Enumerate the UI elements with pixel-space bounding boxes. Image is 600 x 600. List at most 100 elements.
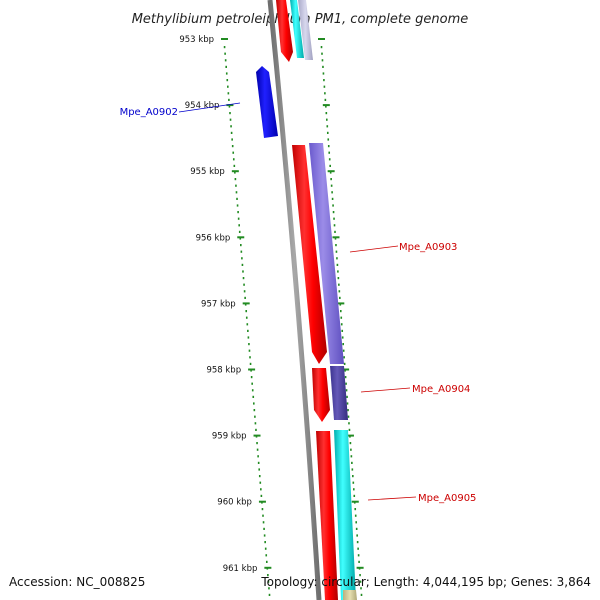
tick-dot xyxy=(355,521,358,524)
tick-dot xyxy=(359,574,361,577)
tick-dot xyxy=(265,554,268,557)
tick-dot xyxy=(322,72,325,75)
kbp-tick: 960 kbp xyxy=(217,498,359,508)
cds-mpe-a0903-product[interactable] xyxy=(309,143,344,364)
tick-dot xyxy=(243,290,246,293)
tick-dot xyxy=(357,554,360,557)
tick-dot xyxy=(322,65,324,68)
tick-dot xyxy=(226,79,229,82)
tick-dot xyxy=(229,118,232,121)
tick-dot xyxy=(242,270,244,273)
gene-label-a0903[interactable]: Mpe_A0903 xyxy=(399,242,457,253)
tick-dot xyxy=(236,204,239,207)
kbp-tick-label: 959 kbp xyxy=(212,432,247,442)
gene-label-group-a0905[interactable]: Mpe_A0905 xyxy=(367,493,476,504)
gene-label-a0905[interactable]: Mpe_A0905 xyxy=(418,493,476,504)
cds-mpe-a0903[interactable] xyxy=(292,145,327,364)
kbp-tick: 955 kbp xyxy=(190,167,335,177)
gene-label-group-a0902[interactable]: Mpe_A0902 xyxy=(120,102,241,118)
tick-dot xyxy=(334,237,337,240)
cds-mpe-a0902[interactable] xyxy=(256,66,278,138)
tick-dot xyxy=(258,468,261,471)
kbp-tick-label: 954 kbp xyxy=(185,101,220,111)
gene-label-a0902[interactable]: Mpe_A0902 xyxy=(120,107,178,118)
tick-dot xyxy=(333,224,336,227)
tick-dot xyxy=(345,389,348,392)
gene-label-group-a0903[interactable]: Mpe_A0903 xyxy=(349,242,457,253)
tick-dot xyxy=(256,442,258,445)
tick-dot xyxy=(240,250,243,253)
tick-dot xyxy=(263,534,266,537)
tick-dot xyxy=(356,534,358,537)
cds-feature-bottom-khaki xyxy=(343,590,357,600)
tick-dot xyxy=(228,105,231,108)
gene-label-group-a0904[interactable]: Mpe_A0904 xyxy=(360,384,470,395)
tick-dot xyxy=(227,92,230,95)
tick-dot xyxy=(239,237,242,240)
leader-line-a0902 xyxy=(178,102,241,113)
cds-mpe-a0905[interactable] xyxy=(316,431,338,600)
tick-dot xyxy=(260,488,262,491)
tick-dot xyxy=(334,230,336,233)
cds-feature-top-cyan[interactable] xyxy=(290,0,304,58)
tick-dot xyxy=(352,481,355,484)
tick-dot xyxy=(321,52,323,55)
tick-dot xyxy=(268,593,271,596)
tick-dot xyxy=(237,211,239,214)
tick-dot xyxy=(332,211,335,214)
tick-dot xyxy=(241,263,244,266)
tick-dot xyxy=(241,257,243,260)
tick-dot-track-inner xyxy=(223,46,271,596)
tick-dot xyxy=(329,164,331,167)
kbp-tick: 954 kbp xyxy=(185,101,330,111)
cds-mpe-a0905-product[interactable] xyxy=(334,430,356,600)
cds-mpe-a0904[interactable] xyxy=(312,368,330,422)
tick-dot xyxy=(229,112,231,115)
tick-dot xyxy=(268,587,270,590)
tick-dot xyxy=(262,514,264,517)
tick-dot xyxy=(254,422,257,425)
tick-dot xyxy=(232,151,235,154)
tick-dot xyxy=(237,217,240,220)
tick-dot xyxy=(348,428,351,431)
tick-dot xyxy=(340,316,343,319)
tick-dot xyxy=(352,475,354,478)
tick-dot xyxy=(245,310,248,313)
tick-dot xyxy=(339,296,341,299)
tick-dot xyxy=(324,92,326,95)
tick-dot xyxy=(264,547,267,550)
tick-dot xyxy=(245,316,248,319)
tick-dot xyxy=(247,336,250,339)
tick-dot xyxy=(265,560,268,563)
tick-dot xyxy=(250,376,253,379)
tick-dot xyxy=(238,224,240,227)
cds-mpe-a0904-product[interactable] xyxy=(330,366,348,420)
tick-dot xyxy=(328,151,331,154)
tick-dot xyxy=(267,580,270,583)
tick-dot xyxy=(248,343,250,346)
tick-dot xyxy=(333,217,335,220)
gene-label-a0904[interactable]: Mpe_A0904 xyxy=(412,384,470,395)
kbp-tick-label: 955 kbp xyxy=(190,167,225,177)
tick-dot xyxy=(242,277,245,280)
tick-dot xyxy=(330,178,332,181)
tick-dot xyxy=(262,521,265,524)
map-title: Methylibium petroleiphilum PM1, complete… xyxy=(132,12,469,27)
tick-dot xyxy=(358,560,360,563)
tick-dot xyxy=(339,303,342,306)
tick-dot xyxy=(234,178,237,181)
tick-dot xyxy=(327,138,330,141)
tick-dot xyxy=(231,138,233,141)
tick-dot xyxy=(331,197,334,200)
tick-dot xyxy=(249,356,251,359)
tick-dot xyxy=(347,409,349,412)
genome-backbone xyxy=(267,0,322,600)
tick-dot xyxy=(336,263,339,266)
kbp-tick: 957 kbp xyxy=(201,299,345,309)
cds-feature-top-red[interactable] xyxy=(276,0,293,62)
tick-dot xyxy=(225,65,227,68)
cds-feature-top-lavender[interactable] xyxy=(298,0,313,60)
kbp-tick-label: 956 kbp xyxy=(196,233,231,243)
tick-dot xyxy=(338,283,340,286)
tick-dot xyxy=(230,131,233,134)
